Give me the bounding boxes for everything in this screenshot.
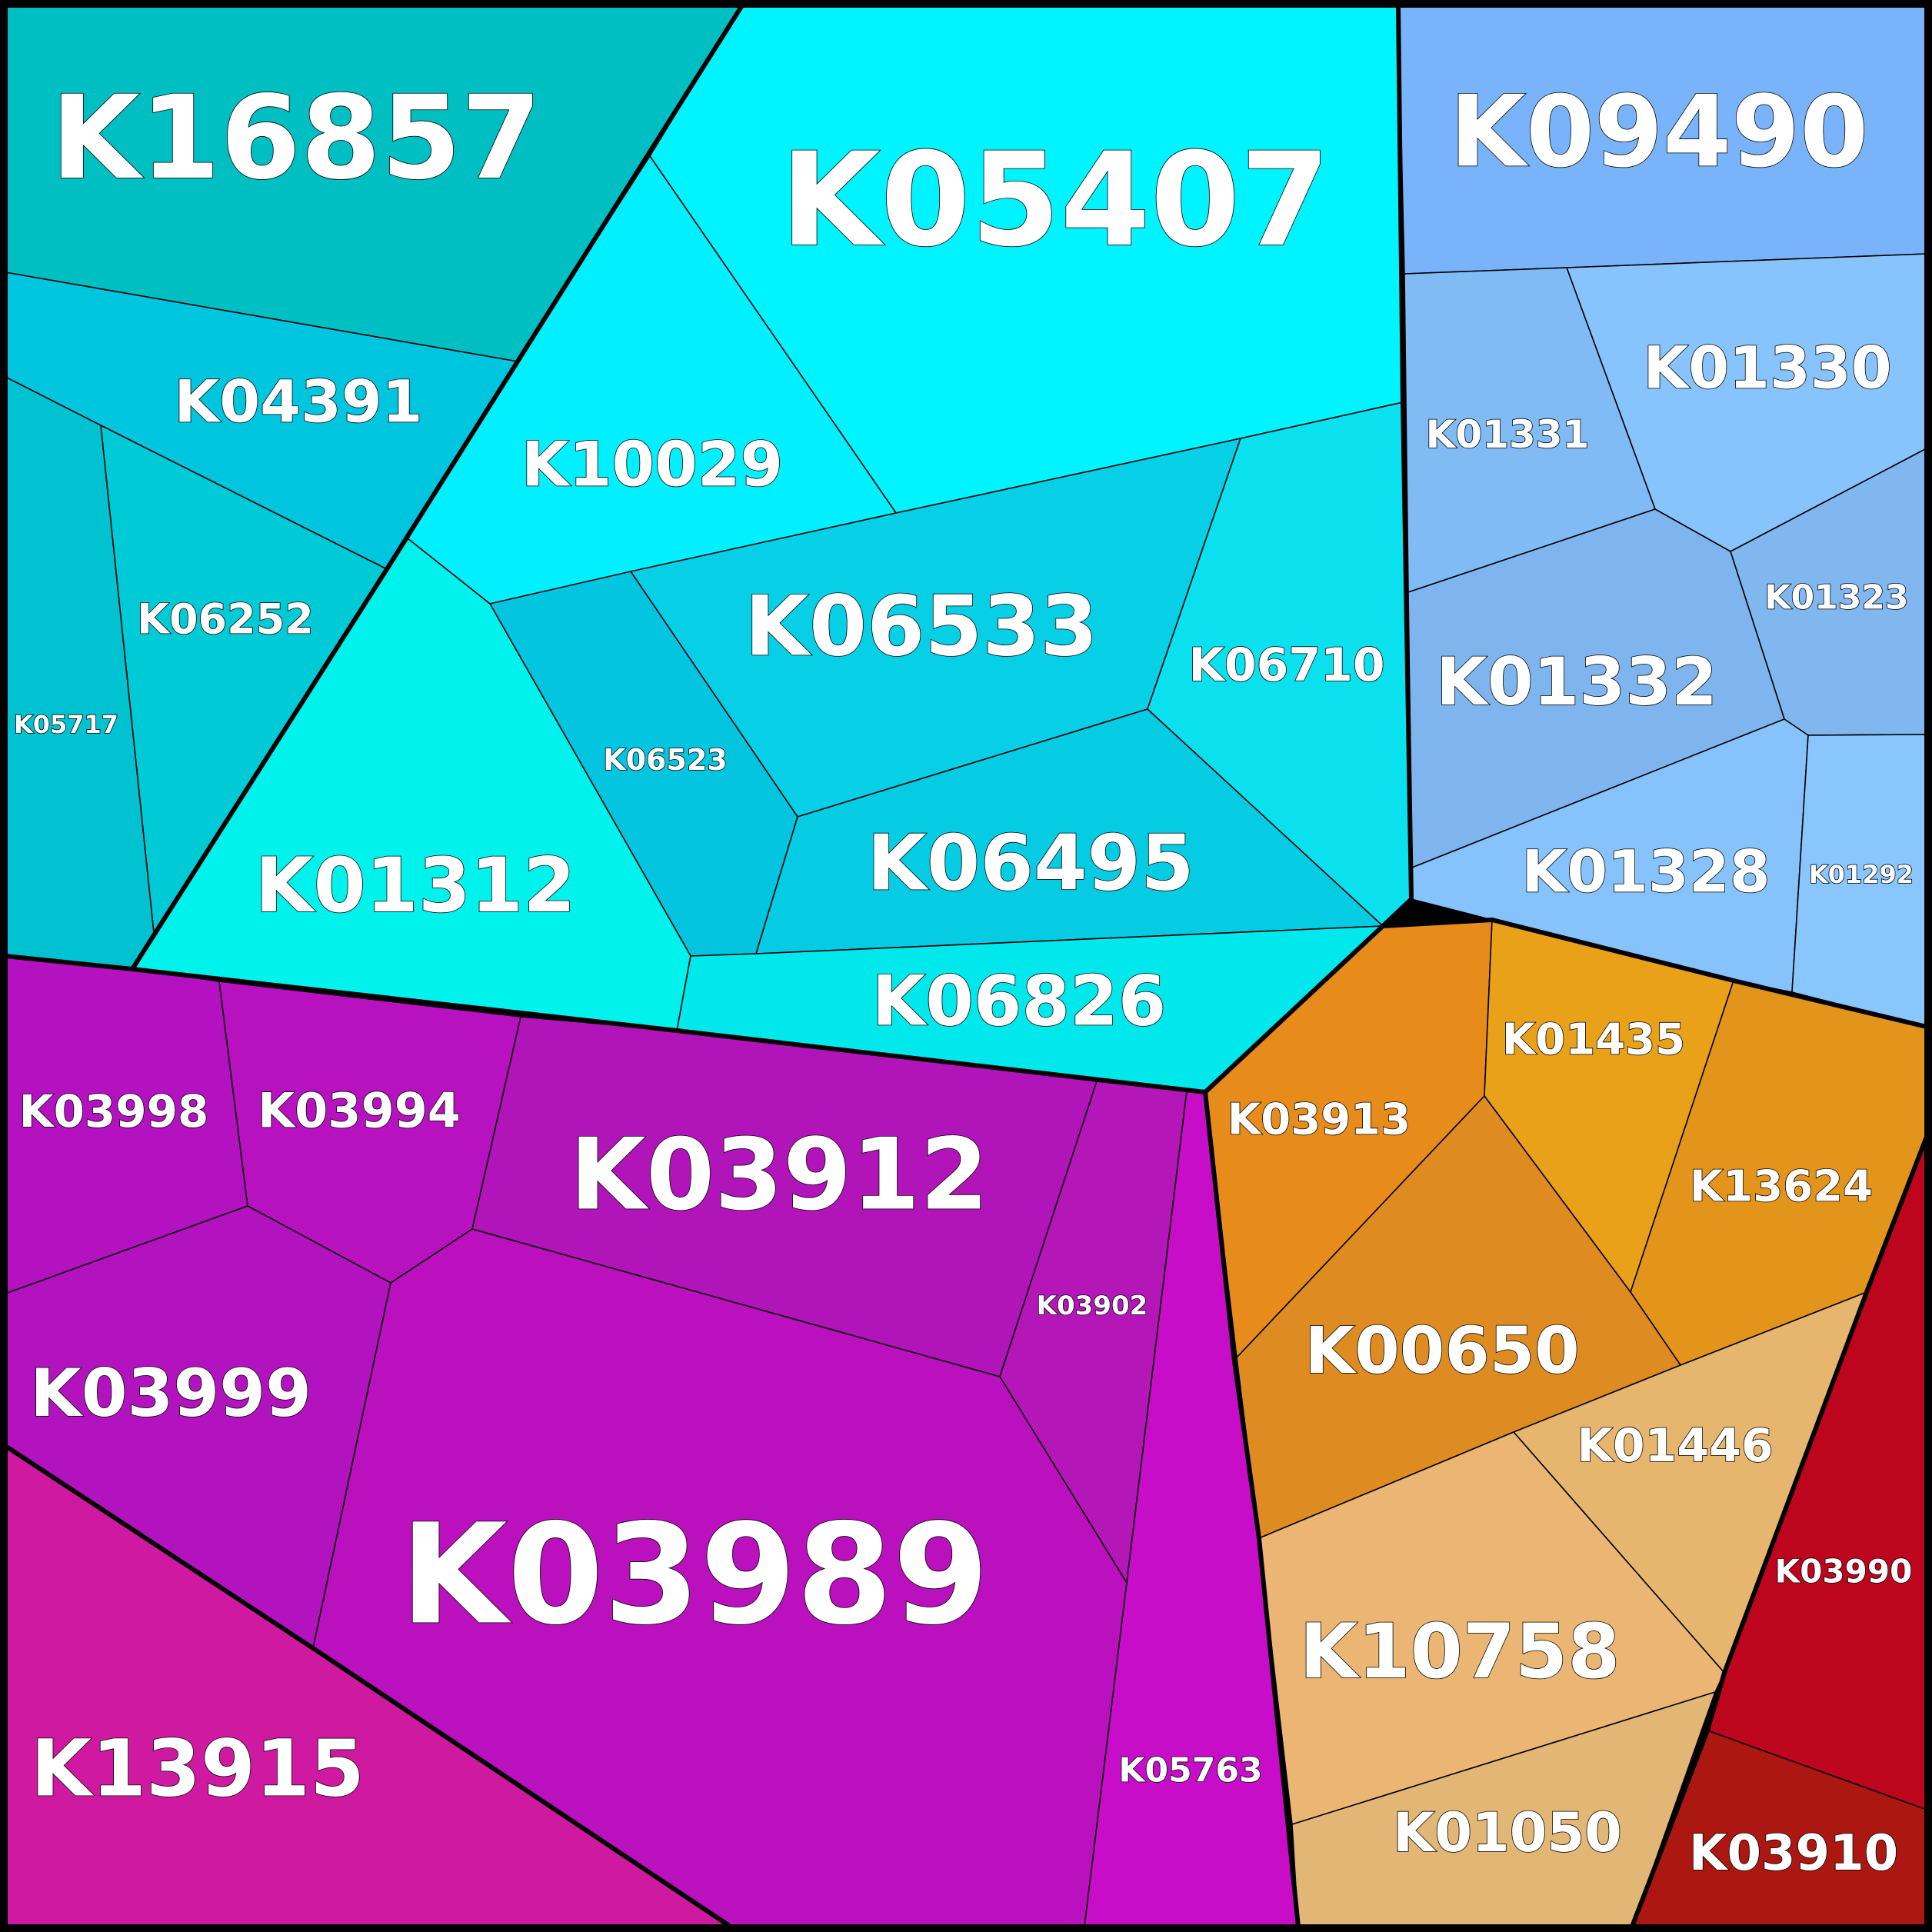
label-K05763: K05763: [1118, 1751, 1262, 1790]
label-K03910: K03910: [1689, 1825, 1898, 1882]
label-K03999: K03999: [30, 1355, 311, 1432]
label-K13915: K13915: [31, 1724, 365, 1815]
label-K04391: K04391: [174, 368, 422, 436]
label-K01446: K01446: [1577, 1419, 1773, 1473]
label-K06710: K06710: [1188, 638, 1384, 692]
label-K01312: K01312: [255, 842, 576, 930]
label-K06495: K06495: [867, 818, 1194, 908]
label-K10029: K10029: [521, 429, 783, 501]
label-K01435: K01435: [1502, 1015, 1685, 1065]
group-blue: [1397, 5, 1927, 1028]
label-K06826: K06826: [872, 961, 1167, 1042]
labels: K16857 K05407 K04391 K10029 K06252 K0571…: [13, 71, 1914, 1883]
label-K01331: K01331: [1426, 412, 1590, 457]
group-orange: [1204, 919, 1927, 1927]
label-K03902: K03902: [1037, 1291, 1148, 1321]
label-K01330: K01330: [1643, 334, 1891, 402]
label-K06533: K06533: [744, 579, 1098, 675]
label-K13624: K13624: [1690, 1162, 1873, 1212]
label-K16857: K16857: [51, 72, 541, 205]
label-K03990: K03990: [1775, 1553, 1913, 1591]
label-K03994: K03994: [258, 1083, 461, 1139]
label-K03998: K03998: [19, 1085, 209, 1138]
group-cyan: [5, 5, 1412, 1093]
label-K00650: K00650: [1304, 1313, 1579, 1388]
label-K06523: K06523: [603, 743, 728, 777]
label-K01332: K01332: [1436, 644, 1717, 721]
label-K03913: K03913: [1227, 1095, 1411, 1145]
group-borders: [4, 4, 1929, 1929]
label-K01323: K01323: [1764, 578, 1908, 618]
label-K03912: K03912: [570, 1118, 989, 1233]
label-K09490: K09490: [1450, 75, 1869, 190]
label-K05717: K05717: [14, 710, 118, 739]
label-K03989: K03989: [400, 1495, 989, 1656]
label-K05407: K05407: [781, 125, 1331, 275]
label-K10758: K10758: [1300, 1608, 1621, 1696]
label-K01328: K01328: [1521, 838, 1770, 906]
label-K06252: K06252: [137, 595, 314, 644]
label-K01050: K01050: [1393, 1801, 1622, 1864]
label-K01292: K01292: [1809, 860, 1914, 889]
